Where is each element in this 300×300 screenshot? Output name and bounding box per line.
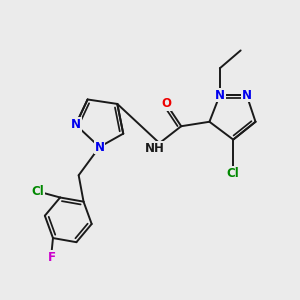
Text: N: N	[94, 140, 104, 154]
Text: NH: NH	[145, 142, 164, 155]
Text: F: F	[47, 251, 56, 264]
Text: O: O	[161, 98, 171, 110]
Text: N: N	[71, 118, 81, 131]
Text: Cl: Cl	[32, 185, 44, 198]
Text: Cl: Cl	[227, 167, 240, 180]
Text: N: N	[242, 88, 252, 101]
Text: N: N	[215, 88, 225, 101]
